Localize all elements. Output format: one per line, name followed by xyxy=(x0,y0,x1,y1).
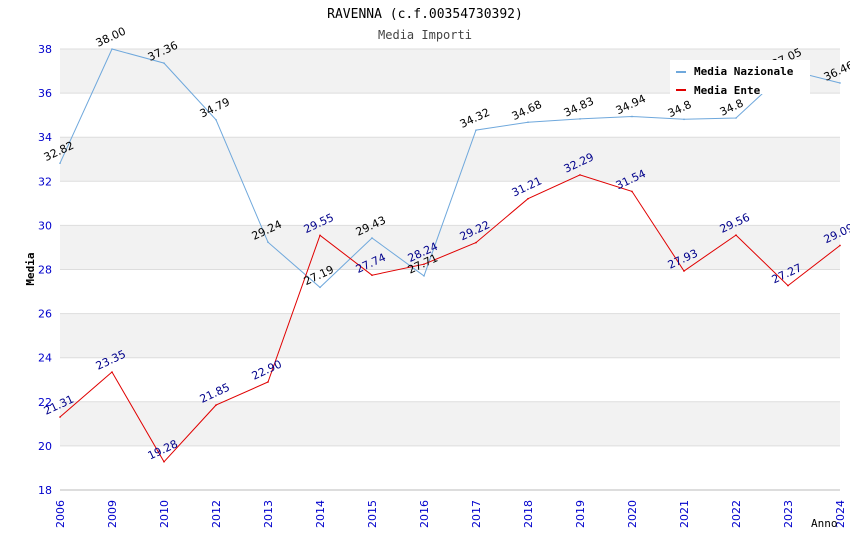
x-tick-label: 2017 xyxy=(470,500,483,528)
series-lines xyxy=(59,48,841,463)
legend-label-media-nazionale: Media Nazionale xyxy=(694,65,794,78)
y-tick-label: 38 xyxy=(38,43,52,56)
gridlines xyxy=(60,48,840,491)
y-tick-label: 30 xyxy=(38,219,52,232)
x-axis: 2006 2009 2010 2012 2013 2014 2015 2016 2017 2018… xyxy=(54,489,847,528)
x-tick-label: 2015 xyxy=(366,500,379,528)
x-tick-label: 2013 xyxy=(262,500,275,528)
data-point xyxy=(59,416,61,418)
x-tick-label: 2006 xyxy=(54,500,67,528)
data-label: 22.90 xyxy=(250,358,284,383)
x-tick-label: 2009 xyxy=(106,500,119,528)
x-tick-label: 2016 xyxy=(418,500,431,528)
data-point xyxy=(267,241,269,243)
data-point xyxy=(579,118,581,120)
y-axis: 18 20 22 24 26 28 30 32 34 36 38 xyxy=(38,43,52,497)
plot-background xyxy=(60,49,840,446)
data-point xyxy=(111,371,113,373)
data-point xyxy=(371,274,373,277)
legend-label-media-ente: Media Ente xyxy=(694,84,761,97)
data-point xyxy=(423,275,425,277)
data-point xyxy=(839,82,841,84)
data-point xyxy=(59,162,61,165)
plot-band xyxy=(60,401,840,446)
data-point xyxy=(163,460,165,463)
data-point xyxy=(475,129,477,131)
y-tick-label: 26 xyxy=(38,308,52,321)
data-label: 38.00 xyxy=(94,25,128,50)
x-tick-label: 2023 xyxy=(782,500,795,528)
data-label: 34.79 xyxy=(198,95,232,120)
y-tick-label: 18 xyxy=(38,484,52,497)
data-point xyxy=(735,234,737,236)
data-point xyxy=(163,62,165,64)
legend: Media Nazionale Media Ente xyxy=(670,60,810,97)
x-tick-label: 2012 xyxy=(210,500,223,528)
chart-title: RAVENNA (c.f.00354730392) xyxy=(327,7,523,22)
data-point xyxy=(735,117,737,119)
y-axis-title: Media xyxy=(24,252,37,285)
data-label: 34.32 xyxy=(458,106,492,131)
plot-band xyxy=(60,225,840,270)
series-line-media-ente xyxy=(59,174,841,463)
data-point xyxy=(683,270,685,272)
x-tick-label: 2022 xyxy=(730,500,743,528)
y-tick-label: 32 xyxy=(38,175,52,188)
legend-box xyxy=(670,60,810,94)
data-point xyxy=(215,118,217,121)
data-point xyxy=(631,115,633,118)
data-point xyxy=(683,118,685,121)
data-label: 34.83 xyxy=(562,95,596,120)
data-point xyxy=(631,190,633,193)
x-tick-label: 2020 xyxy=(626,500,639,528)
y-tick-label: 24 xyxy=(38,352,52,365)
data-point xyxy=(839,244,841,247)
plot-band xyxy=(60,137,840,182)
plot-band xyxy=(60,313,840,358)
x-tick-label: 2024 xyxy=(834,500,847,528)
data-point xyxy=(215,404,217,406)
data-point xyxy=(371,237,373,239)
y-tick-label: 20 xyxy=(38,440,52,453)
data-point xyxy=(319,234,321,237)
x-tick-label: 2014 xyxy=(314,500,327,528)
data-label: 34.8 xyxy=(718,97,746,119)
data-point xyxy=(423,263,425,266)
y-tick-label: 28 xyxy=(38,264,52,277)
x-tick-label: 2021 xyxy=(678,500,691,528)
x-tick-label: 2019 xyxy=(574,500,587,528)
data-point xyxy=(475,241,477,244)
data-point xyxy=(579,174,581,176)
data-point xyxy=(111,48,113,50)
x-tick-label: 2018 xyxy=(522,500,535,528)
y-tick-label: 34 xyxy=(38,131,52,144)
data-point xyxy=(267,381,269,383)
data-label: 34.94 xyxy=(614,92,648,117)
y-tick-label: 22 xyxy=(38,396,52,409)
chart-subtitle: Media Importi xyxy=(378,28,472,42)
data-point xyxy=(527,121,529,124)
data-point xyxy=(527,197,529,200)
data-label: 34.8 xyxy=(666,98,694,120)
x-axis-title: Anno xyxy=(811,517,838,530)
series-line-media-nazionale xyxy=(59,48,841,289)
data-label: 34.68 xyxy=(510,98,544,123)
x-tick-label: 2010 xyxy=(158,500,171,528)
data-point xyxy=(319,286,321,289)
data-point xyxy=(787,284,789,287)
y-tick-label: 36 xyxy=(38,87,52,100)
